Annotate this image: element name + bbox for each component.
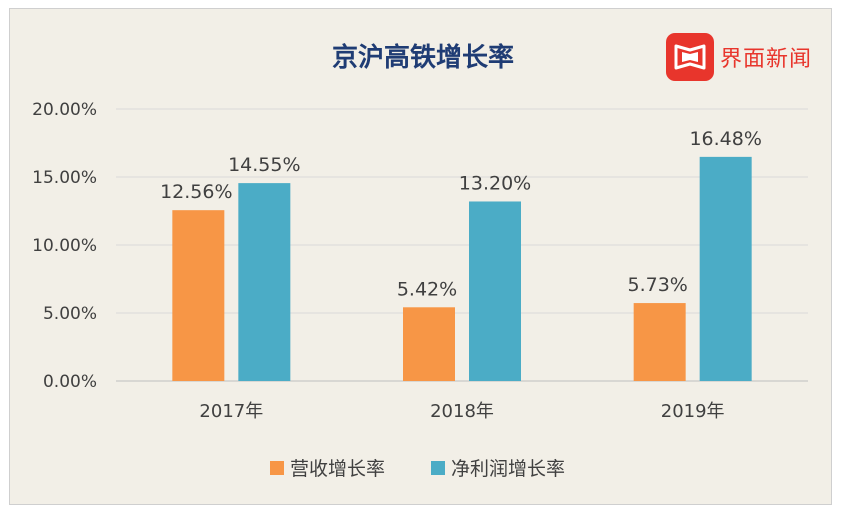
bar-profit-growth <box>238 183 291 381</box>
y-axis-ticks: 0.00% 5.00% 10.00% 15.00% 20.00% <box>32 100 97 392</box>
brand-logo-text: 界面新闻 <box>720 47 813 72</box>
data-label: 16.48% <box>689 128 761 150</box>
y-tick-label: 15.00% <box>32 168 97 188</box>
x-tick-label: 2017年 <box>199 401 263 422</box>
legend-label: 净利润增长率 <box>451 458 565 480</box>
bar-revenue-growth <box>172 210 225 381</box>
brand-logo-icon <box>666 33 714 81</box>
x-tick-label: 2018年 <box>430 401 494 422</box>
data-label: 13.20% <box>459 172 531 194</box>
bars <box>172 156 752 381</box>
bar-profit-growth <box>699 156 752 381</box>
x-tick-label: 2019年 <box>661 401 725 422</box>
bar-revenue-growth <box>403 307 455 381</box>
brand-logo: 界面新闻 <box>666 33 812 81</box>
y-tick-label: 0.00% <box>43 372 97 392</box>
chart-title: 京沪高铁增长率 <box>332 42 514 73</box>
legend-label: 营收增长率 <box>290 458 385 480</box>
data-label: 5.42% <box>397 278 457 300</box>
gridlines <box>116 108 808 382</box>
legend: 营收增长率 净利润增长率 <box>270 458 565 480</box>
legend-swatch <box>270 461 284 475</box>
x-axis-ticks: 2017年 2018年 2019年 <box>199 401 724 422</box>
data-labels: 12.56% 14.55% 5.42% 13.20% 5.73% 16.48% <box>160 128 762 300</box>
y-tick-label: 20.00% <box>32 100 97 120</box>
bar-profit-growth <box>469 201 521 381</box>
y-tick-label: 5.00% <box>43 304 97 324</box>
bar-revenue-growth <box>633 303 686 381</box>
data-label: 12.56% <box>160 181 232 203</box>
data-label: 14.55% <box>228 154 300 176</box>
chart-frame <box>9 8 832 505</box>
legend-swatch <box>431 461 445 475</box>
data-label: 5.73% <box>627 274 687 296</box>
y-tick-label: 10.00% <box>32 236 97 256</box>
